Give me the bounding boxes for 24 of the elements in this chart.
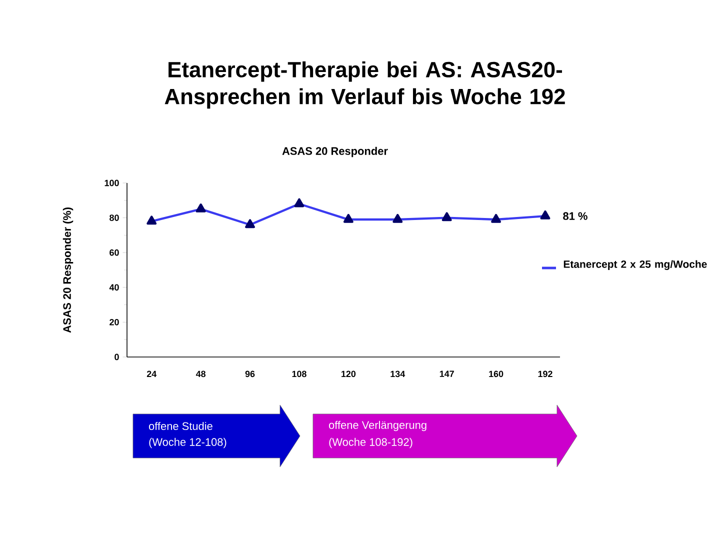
text: offene Studie bbox=[148, 422, 212, 430]
text: offene Verlängerung bbox=[328, 420, 426, 432]
x-tick-label: 48 bbox=[196, 370, 206, 378]
y-tick-label: 40 bbox=[109, 284, 119, 291]
legend-label: Etanercept 2 x 25 mg/Woche bbox=[564, 260, 707, 270]
text: (Woche 12-108) bbox=[149, 438, 226, 448]
y-tick-label: 80 bbox=[110, 214, 119, 221]
x-tick-label: 120 bbox=[342, 370, 356, 378]
y-tick-label: 60 bbox=[110, 249, 119, 256]
chart-title: Etanercept-Therapie bei AS: ASAS20-Ansprechen im Verlauf bis Woche 192 bbox=[164, 61, 565, 109]
x-tick-label: 192 bbox=[538, 370, 552, 378]
text: (Woche 108-192) bbox=[329, 438, 412, 448]
x-tick-label: 96 bbox=[245, 370, 255, 378]
chart-subtitle: ASAS 20 Responder bbox=[282, 146, 388, 158]
x-tick-label: 108 bbox=[292, 370, 306, 378]
data-label: 81 % bbox=[563, 212, 588, 220]
y-tick-label: 20 bbox=[110, 319, 119, 326]
x-tick-label: 134 bbox=[390, 370, 406, 378]
y-axis-title: ASAS 20 Responder (%) bbox=[62, 208, 74, 333]
x-tick-label: 160 bbox=[489, 370, 504, 378]
y-tick-label: 100 bbox=[104, 180, 119, 186]
y-tick-label: 0 bbox=[114, 354, 119, 360]
x-tick-label: 24 bbox=[146, 370, 157, 378]
x-tick-label: 147 bbox=[440, 370, 454, 377]
